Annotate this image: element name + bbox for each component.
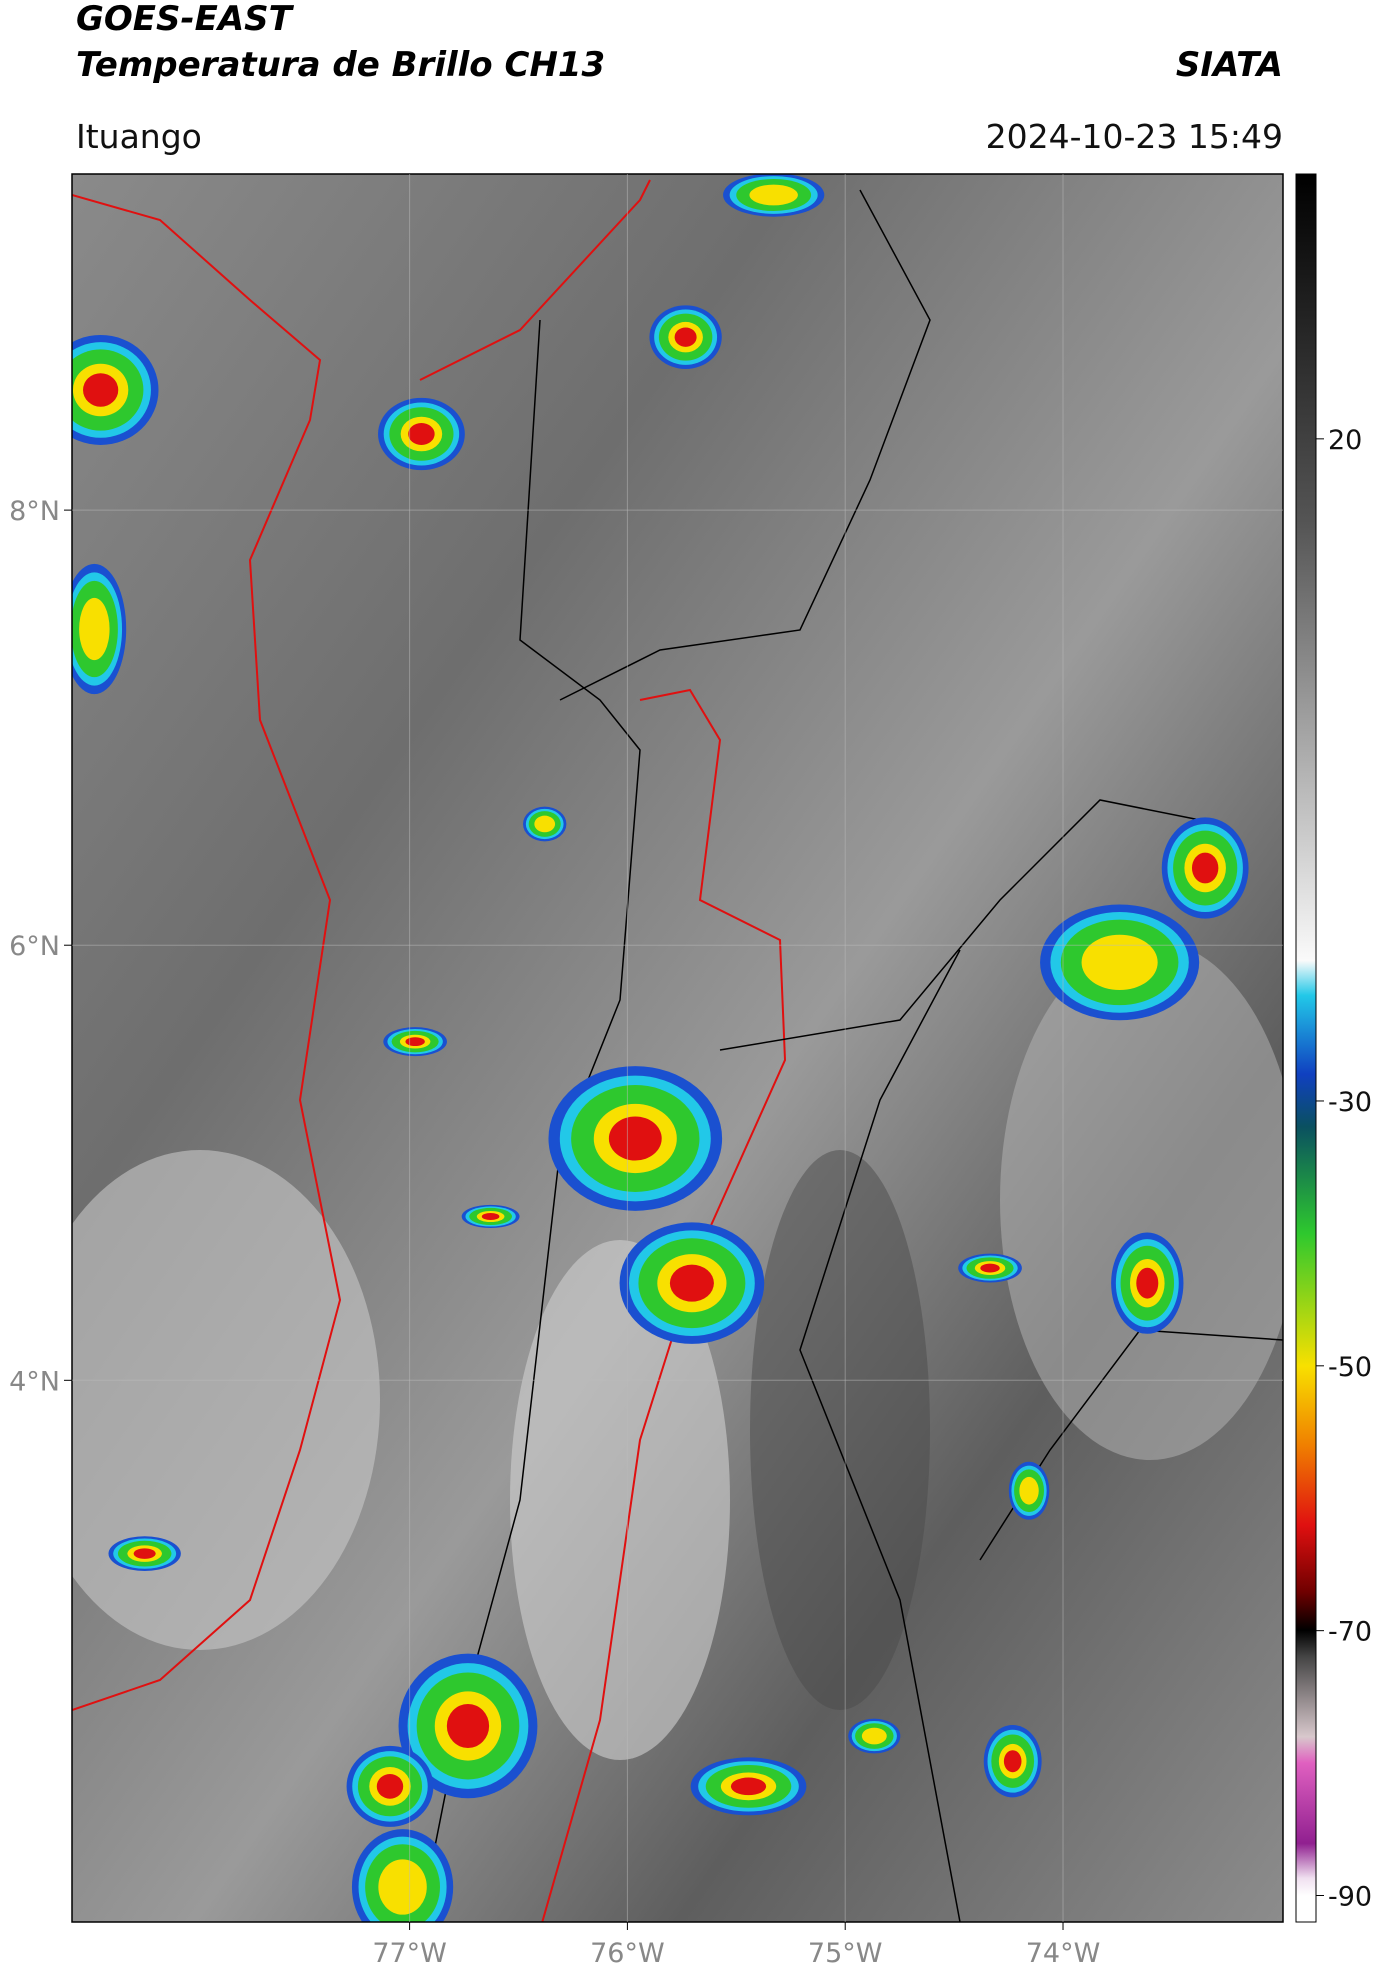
storm-cell (749, 184, 798, 206)
x-tick-label: 74°W (1026, 1938, 1101, 1969)
storm-cell (669, 1264, 714, 1302)
storm-cell (674, 327, 697, 347)
colorbar-tick-label: -90 (1328, 1882, 1372, 1913)
coastline (72, 194, 342, 1711)
storm-cell (608, 1116, 662, 1161)
storm-cell (133, 1548, 156, 1559)
title: GOES-EAST (76, 0, 295, 39)
storm-cell (980, 1263, 1000, 1273)
location: Ituango (76, 117, 202, 156)
region-border (541, 688, 787, 1922)
storm-cell (1136, 1267, 1159, 1299)
storm-cell (446, 1703, 490, 1748)
storm-cell (376, 1774, 404, 1799)
storm-cell (405, 1037, 425, 1047)
storm-cell (1003, 1750, 1022, 1773)
colorbar-tick-label: -50 (1328, 1352, 1372, 1383)
y-tick-label: 8°N (9, 496, 60, 527)
storm-cell (1081, 934, 1158, 991)
subtitle: Temperatura de Brillo CH13 (76, 45, 605, 85)
cloud (510, 1240, 730, 1760)
x-tick-label: 77°W (372, 1938, 447, 1969)
map-frame (71, 173, 1284, 1923)
y-tick-label: 4°N (9, 1366, 60, 1397)
storm-cell (1191, 852, 1219, 884)
storm-cell (1019, 1476, 1039, 1505)
x-tick-label: 76°W (590, 1938, 665, 1969)
storm-cell (79, 597, 110, 661)
storm-cell (378, 1859, 427, 1915)
dry-area (750, 1150, 930, 1710)
colorbar (1295, 173, 1317, 1923)
datetime: 2024-10-23 15:49 (986, 117, 1283, 156)
department-border (419, 319, 641, 1922)
storm-cell (730, 1777, 767, 1796)
colorbar-tick-label: -70 (1328, 1617, 1372, 1648)
storm-cell (481, 1212, 500, 1221)
colorbar-tick-label: 20 (1328, 425, 1362, 456)
border (419, 179, 651, 381)
department-border (559, 189, 1283, 1922)
x-tick-label: 75°W (808, 1938, 883, 1969)
storm-cell (408, 423, 435, 446)
storm-cell (83, 373, 119, 407)
storm-cell (861, 1727, 887, 1745)
storm-cell (534, 815, 556, 833)
source: SIATA (1176, 45, 1283, 85)
cloud (1000, 940, 1283, 1460)
colorbar-tick-label: -30 (1328, 1087, 1372, 1118)
cloud (72, 1150, 380, 1650)
map-image (72, 174, 1283, 1922)
y-tick-label: 6°N (9, 931, 60, 962)
